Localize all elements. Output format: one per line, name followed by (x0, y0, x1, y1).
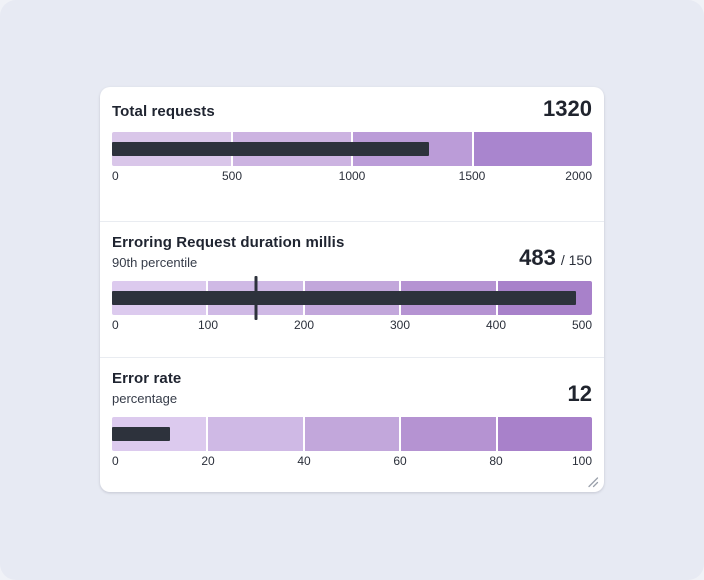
chart-value-group: 12 (567, 380, 592, 407)
axis-tick-label: 60 (393, 453, 407, 468)
chart-value: 1320 (543, 96, 592, 121)
bullet-band (497, 416, 592, 451)
section-header: Erroring Request duration millis 90th pe… (112, 233, 592, 271)
chart-section: Erroring Request duration millis 90th pe… (100, 222, 604, 356)
bullet-band (473, 132, 592, 166)
axis-tick-label: 2000 (565, 169, 592, 183)
axis-tick-label: 80 (489, 453, 503, 468)
bullet-axis: 0 500 1000 1500 2000 (112, 169, 592, 185)
axis-tick-label: 20 (201, 453, 215, 468)
chart-title: Error rate (112, 369, 182, 387)
axis-tick-label: 500 (221, 169, 243, 183)
axis-tick-label: 1500 (458, 169, 486, 183)
section-header: Total requests 1320 (112, 98, 592, 122)
axis-tick-label: 100 (197, 318, 219, 333)
chart-section: Error rate percentage 12 0 20 40 60 80 100 (100, 358, 604, 492)
dashboard-card: Total requests 1320 0 500 1000 1500 2000 Err… (100, 87, 604, 492)
section-divider (100, 221, 604, 223)
chart-value-group: 1320 (543, 98, 592, 122)
chart-subtitle: 90th percentile (112, 255, 198, 271)
section-header: Error rate percentage 12 (112, 369, 592, 407)
axis-tick-label: 300 (389, 318, 411, 333)
chart-title: Erroring Request duration millis (112, 234, 345, 252)
bullet-band (401, 416, 496, 451)
resize-grip[interactable] (587, 475, 599, 488)
axis-tick-label: 1000 (338, 169, 366, 183)
bullet-band (304, 416, 400, 451)
chart-value: 12 (567, 380, 592, 406)
axis-tick-label: 0 (112, 318, 119, 333)
bullet-chart (112, 276, 592, 321)
bullet-target-marker (254, 276, 258, 321)
chart-value: 483 (519, 245, 556, 271)
axis-tick-label: 0 (112, 169, 119, 183)
bullet-axis: 0 100 200 300 400 500 (112, 318, 592, 334)
chart-target-value: / 150 (560, 252, 592, 269)
bullet-band (208, 416, 303, 451)
chart-subtitle: percentage (112, 390, 178, 406)
chart-section: Total requests 1320 0 500 1000 1500 2000 (100, 87, 604, 221)
section-divider (100, 356, 604, 358)
axis-tick-label: 200 (293, 318, 315, 333)
chart-title: Total requests (112, 103, 215, 120)
axis-tick-label: 0 (112, 453, 119, 468)
axis-tick-label: 400 (485, 318, 507, 333)
chart-value-group: 483/ 150 (519, 247, 592, 271)
bullet-bands (112, 416, 592, 451)
chart-sections: Total requests 1320 0 500 1000 1500 2000 Err… (100, 87, 604, 492)
bullet-measure-bar (112, 291, 576, 306)
axis-tick-label: 100 (571, 453, 592, 468)
bullet-axis: 0 20 40 60 80 100 (112, 454, 592, 470)
axis-tick-label: 40 (297, 453, 311, 468)
bullet-chart (112, 416, 592, 451)
bullet-measure-bar (112, 142, 429, 156)
bullet-chart (112, 132, 592, 166)
resize-grip-icon (588, 477, 599, 488)
axis-tick-label: 500 (571, 318, 592, 333)
bullet-measure-bar (112, 426, 170, 441)
